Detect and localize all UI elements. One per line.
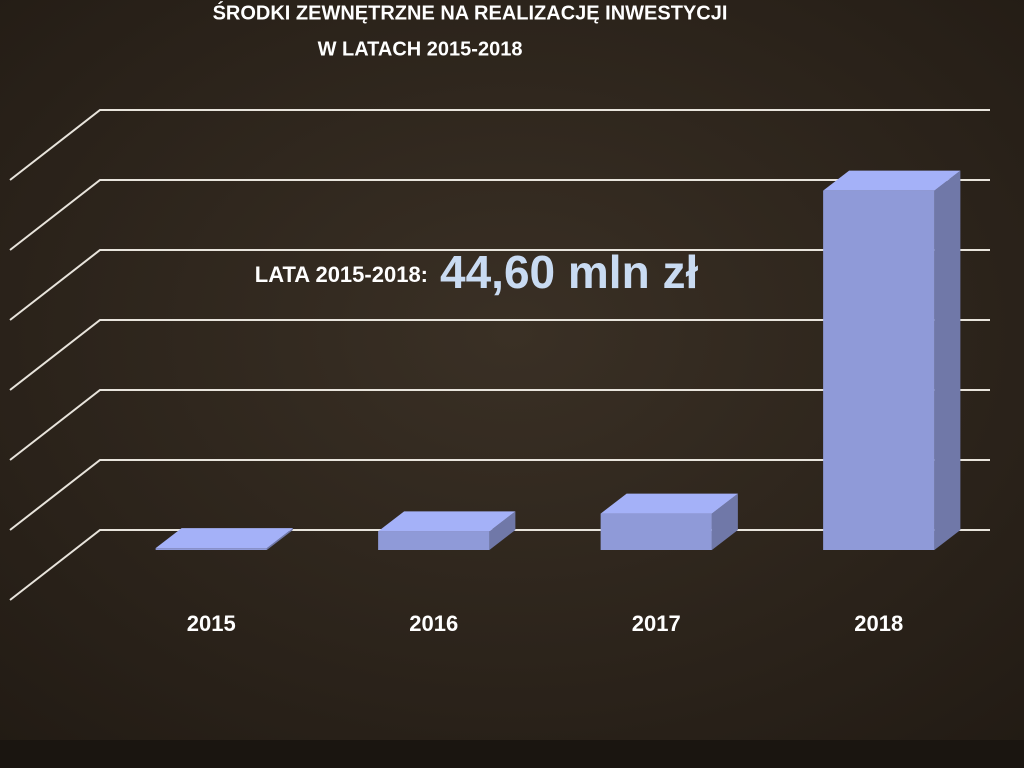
grid-line [9, 459, 990, 531]
bar [823, 190, 935, 550]
grid-line [9, 389, 990, 461]
bar-top [600, 493, 738, 514]
annotation-label: LATA 2015-2018: [255, 262, 428, 287]
grid-line [9, 179, 990, 251]
bar [600, 513, 712, 550]
chart-subtitle: W LATACH 2015-2018 [318, 38, 523, 60]
x-tick-label: 2015 [187, 611, 236, 636]
bar-side [711, 493, 738, 550]
grid-line [9, 109, 990, 181]
annotation-value: 44,60 mln zł [440, 246, 698, 298]
x-tick-label: 2016 [409, 611, 458, 636]
bar [155, 548, 267, 550]
bar-side [489, 511, 516, 550]
bar-top [378, 511, 516, 532]
plot-area: 2015 2016 2017 2018 [9, 109, 990, 636]
grid-line [9, 319, 990, 391]
x-tick-label: 2018 [854, 611, 903, 636]
bar-side [934, 170, 961, 550]
grid-line [9, 249, 990, 321]
bar-top [823, 170, 961, 191]
bar [378, 531, 490, 550]
bar-top [155, 528, 293, 549]
chart-title: ŚRODKI ZEWNĘTRZNE NA REALIZACJĘ INWESTYC… [213, 0, 728, 24]
bar-side [266, 528, 293, 550]
x-tick-label: 2017 [632, 611, 681, 636]
